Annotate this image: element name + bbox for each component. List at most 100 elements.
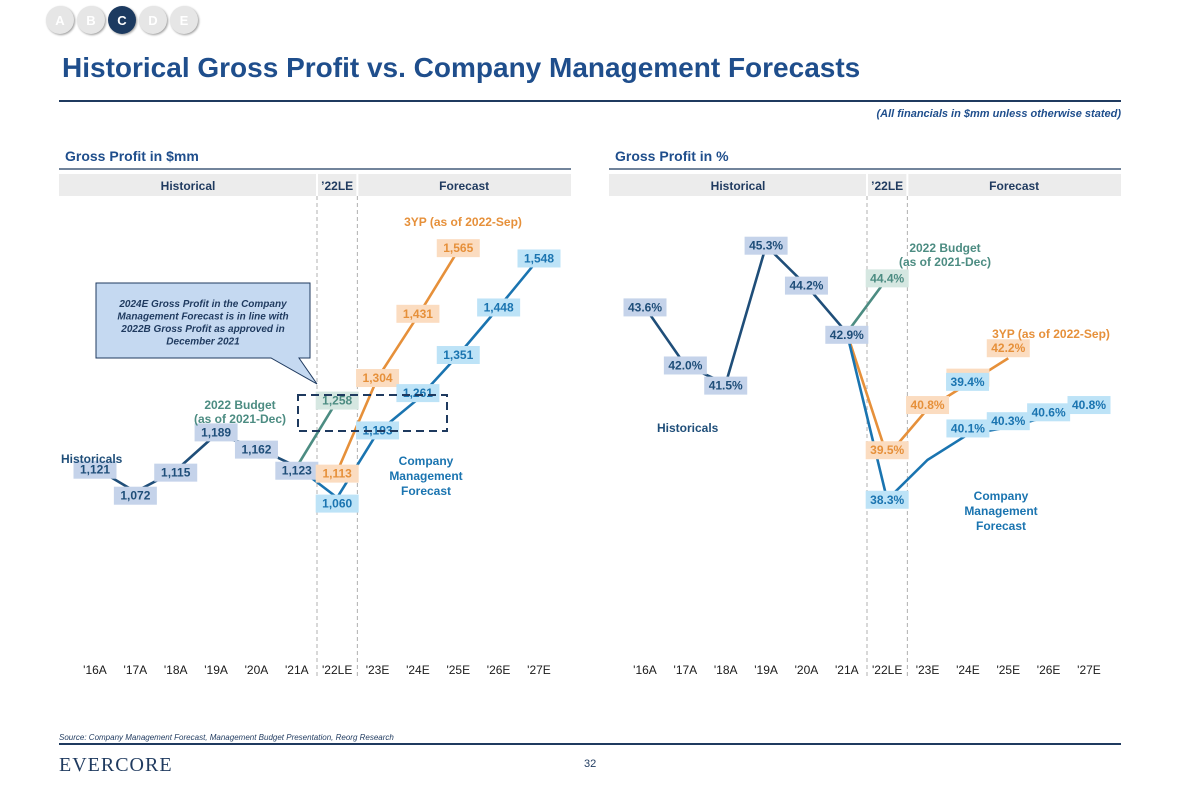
chart-title: Gross Profit in $mm (65, 148, 199, 164)
tab-c[interactable]: C (108, 6, 136, 34)
data-label-box (946, 372, 990, 391)
x-tick-label: '23E (366, 663, 390, 677)
data-label-fc: 1,548 (524, 251, 554, 265)
section-header-22le: ’22LE (871, 179, 903, 193)
tab-b[interactable]: B (77, 6, 105, 34)
x-tick-label: '25E (996, 663, 1020, 677)
data-label-box (73, 460, 117, 479)
data-label-box (517, 249, 561, 268)
page-title: Historical Gross Profit vs. Company Mana… (62, 52, 861, 83)
annotation-forecast: Company (974, 489, 1029, 503)
series-line-budget (845, 277, 889, 334)
tab-d[interactable]: D (139, 6, 167, 34)
financials-note: (All financials in $mm unless otherwise … (876, 108, 1121, 120)
data-label-box (315, 464, 359, 483)
x-tick-label: '23E (916, 663, 940, 677)
annotation-forecast: Management (389, 469, 462, 483)
x-tick-label: '25E (446, 663, 470, 677)
x-tick-label: '26E (487, 663, 511, 677)
data-label-box (986, 339, 1030, 358)
data-label-box (396, 304, 440, 323)
data-label-fc: 39.4% (951, 375, 985, 389)
tab-e[interactable]: E (170, 6, 198, 34)
chart-title: Gross Profit in % (615, 148, 729, 164)
x-tick-label: '16A (633, 663, 657, 677)
evercore-logo: EVERCORE (59, 754, 173, 776)
data-label-hist: 1,121 (80, 463, 110, 477)
section-tabs: A B C D E (46, 6, 201, 34)
section-header-historical: Historical (711, 179, 766, 193)
data-label-yp: 1,431 (403, 307, 433, 321)
x-tick-label: '27E (1077, 663, 1101, 677)
x-tick-label: '17A (674, 663, 698, 677)
data-label-box (663, 356, 707, 375)
data-label-box (1027, 403, 1071, 422)
source-note: Source: Company Management Forecast, Man… (59, 733, 394, 742)
data-label-hist: 45.3% (749, 239, 783, 253)
data-label-fc: 38.3% (870, 493, 904, 507)
data-label-hist: 1,072 (120, 489, 150, 503)
data-label-hist: 1,123 (282, 464, 312, 478)
tab-a[interactable]: A (46, 6, 74, 34)
series-line-budget (295, 399, 339, 468)
annotation-budget: 2022 Budget (909, 241, 980, 255)
data-label-box (825, 325, 869, 344)
annotation-3yp: 3YP (as of 2022-Sep) (404, 215, 522, 229)
x-tick-label: '18A (714, 663, 738, 677)
data-label-box (154, 463, 198, 482)
data-label-fc: 1,060 (322, 497, 352, 511)
callout-text: Management Forecast is in line with (117, 312, 288, 323)
data-label-box (396, 384, 440, 403)
data-label-box (436, 239, 480, 258)
annotation-budget: (as of 2021-Dec) (899, 255, 991, 269)
data-label-hist: 42.9% (830, 328, 864, 342)
footer-divider (59, 743, 1121, 745)
data-label-budget: 44.4% (870, 271, 904, 285)
data-label-box (113, 486, 157, 505)
data-label-box (744, 236, 788, 255)
section-header-band (609, 174, 1121, 196)
annotation-forecast: Company (399, 454, 454, 468)
page-number: 32 (584, 758, 597, 770)
data-label-hist: 43.6% (628, 300, 662, 314)
data-label-hist: 41.5% (709, 379, 743, 393)
x-tick-label: '19A (204, 663, 228, 677)
x-tick-label: '16A (83, 663, 107, 677)
data-label-box (865, 441, 909, 460)
section-header-historical: Historical (161, 179, 216, 193)
data-label-box (623, 298, 667, 317)
x-tick-label: '27E (527, 663, 551, 677)
data-label-yp: 1,565 (443, 241, 473, 255)
data-label-yp: 40.8% (911, 398, 945, 412)
data-label-box (436, 346, 480, 365)
annotation-historicals: Historicals (61, 452, 123, 466)
chart-svg: Gross Profit in $mm Historical ’22LE Foreca… (59, 148, 571, 677)
chart-svg: Gross Profit in % Historical ’22LE Forecast… (609, 148, 1121, 677)
data-label-yp: 39.5% (870, 443, 904, 457)
data-label-hist: 1,162 (241, 443, 271, 457)
data-label-box (194, 423, 238, 442)
callout-text: 2022B Gross Profit as approved in (120, 324, 284, 335)
data-label-fc: 40.8% (1072, 398, 1106, 412)
x-tick-label: '24E (956, 663, 980, 677)
x-tick-label: '17A (124, 663, 148, 677)
annotation-3yp: 3YP (as of 2022-Sep) (992, 327, 1110, 341)
data-label-fc: 1,351 (443, 348, 473, 362)
data-label-yp: 1,304 (363, 371, 393, 385)
callout-box (95, 282, 318, 385)
data-label-box (865, 490, 909, 509)
data-label-fc: 40.6% (1032, 405, 1066, 419)
data-label-box (275, 461, 319, 480)
data-label-fc: 40.3% (991, 414, 1025, 428)
x-tick-label: '22LE (872, 663, 902, 677)
data-label-box (906, 396, 950, 415)
x-tick-label: '22LE (322, 663, 352, 677)
data-label-box (234, 440, 278, 459)
data-label-box (315, 391, 359, 410)
annotation-historicals: Historicals (657, 421, 719, 435)
gross-profit-percent-chart: Gross Profit in % Historical ’22LE Forecast… (609, 144, 1121, 684)
annotation-budget: (as of 2021-Dec) (194, 412, 286, 426)
annotation-budget: 2022 Budget (204, 398, 275, 412)
data-label-yp: 42.2% (991, 341, 1025, 355)
data-label-hist: 44.2% (789, 279, 823, 293)
